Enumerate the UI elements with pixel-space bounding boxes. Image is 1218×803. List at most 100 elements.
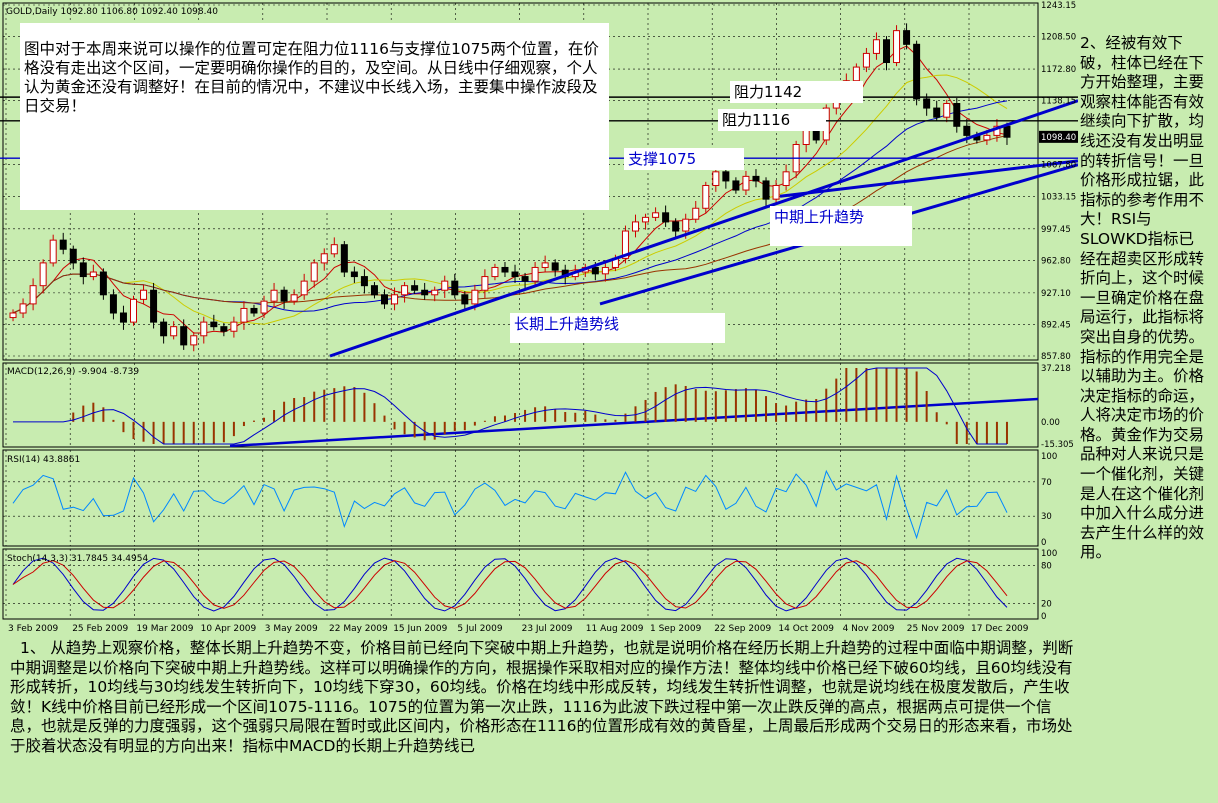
candle-body bbox=[862, 52, 870, 68]
candle-body bbox=[732, 180, 740, 191]
stoch-tick-label: 80 bbox=[1041, 562, 1052, 572]
candle-body bbox=[672, 221, 680, 232]
candle-body bbox=[391, 294, 399, 305]
candle-body bbox=[220, 326, 228, 332]
axis-labels: 3 Feb 2009 25 Feb 2009 19 Mar 2009 10 Apr 2… bbox=[8, 1, 1078, 634]
candle-body bbox=[290, 294, 298, 302]
candle-body bbox=[431, 289, 439, 296]
candle-body bbox=[109, 294, 117, 314]
main-annotation: 图中对于本周来说可以操作的位置可定在阻力位1116与支撑位1075两个位置，在价… bbox=[20, 23, 609, 210]
price-tick-label: 1243.15 bbox=[1041, 1, 1076, 11]
macd-label: MACD(12,26,9) -9.904 -8.739 bbox=[7, 367, 139, 377]
candle-body bbox=[712, 171, 720, 186]
candle-body bbox=[903, 30, 911, 45]
candle-body bbox=[320, 253, 328, 264]
price-tick-label: 962.80 bbox=[1041, 256, 1071, 266]
x-tick-label: 3 May 2009 bbox=[265, 624, 318, 634]
macd-signal-line bbox=[13, 367, 1007, 445]
candle-body bbox=[150, 289, 158, 323]
candle-body bbox=[130, 298, 137, 323]
moving-average-line bbox=[12, 45, 1008, 334]
rsi-tick-label: 100 bbox=[1041, 452, 1057, 462]
x-tick-label: 22 Sep 2009 bbox=[714, 624, 771, 634]
stoch-label: Stoch(14,3,3) 31.7845 34.4954 bbox=[7, 554, 148, 564]
candle-body bbox=[330, 244, 338, 255]
candle-body bbox=[370, 285, 378, 296]
candle-body bbox=[29, 285, 37, 305]
macd-tick-label: -15.305 bbox=[1041, 440, 1074, 450]
price-tick-label: 1067.80 bbox=[1041, 161, 1076, 171]
candle-body bbox=[762, 180, 770, 200]
candle-body bbox=[521, 276, 529, 282]
price-tick-label: 892.45 bbox=[1041, 320, 1071, 330]
candle-body bbox=[451, 280, 459, 296]
candle-body bbox=[421, 289, 429, 296]
macd-trendline bbox=[229, 397, 1039, 448]
candle-body bbox=[300, 280, 308, 296]
candle-body bbox=[642, 216, 650, 223]
candle-body bbox=[250, 307, 258, 314]
candle-body bbox=[1003, 125, 1011, 138]
macd-tick-label: 37.218 bbox=[1041, 364, 1071, 374]
x-tick-label: 23 Jul 2009 bbox=[522, 624, 573, 634]
x-tick-label: 4 Nov 2009 bbox=[843, 624, 895, 634]
candle-body bbox=[933, 107, 941, 118]
x-tick-label: 10 Apr 2009 bbox=[201, 624, 257, 634]
candle-body bbox=[49, 239, 57, 264]
candle-body bbox=[170, 326, 178, 337]
candle-body bbox=[772, 184, 780, 200]
candle-body bbox=[180, 326, 188, 346]
macd-panel bbox=[2, 362, 1039, 448]
price-tick-label: 1172.80 bbox=[1041, 65, 1076, 75]
stoch-k-line bbox=[12, 557, 1008, 612]
stoch-tick-label: 0 bbox=[1041, 612, 1046, 622]
support-1075-label: 支撑1075 bbox=[624, 148, 744, 170]
candle-body bbox=[471, 289, 479, 305]
candle-body bbox=[682, 218, 690, 232]
candle-body bbox=[923, 98, 931, 109]
x-tick-label: 14 Oct 2009 bbox=[778, 624, 834, 634]
candle-body bbox=[983, 134, 991, 141]
candle-body bbox=[883, 39, 890, 64]
long-trend-label: 长期上升趋势线 bbox=[510, 313, 725, 343]
candle-body bbox=[19, 303, 27, 314]
rsi-label: RSI(14) 43.8861 bbox=[7, 455, 80, 465]
candle-body bbox=[511, 271, 519, 278]
long-trendline bbox=[329, 99, 1078, 358]
candle-body bbox=[742, 175, 750, 191]
candle-body bbox=[722, 171, 730, 182]
stoch-tick-label: 20 bbox=[1041, 599, 1052, 609]
symbol-header: GOLD,Daily 1092.80 1106.80 1092.40 1098.… bbox=[6, 7, 218, 17]
rsi-tick-label: 70 bbox=[1041, 478, 1052, 488]
candle-body bbox=[591, 266, 599, 275]
stoch-panel bbox=[2, 548, 1039, 620]
candle-body bbox=[702, 184, 710, 209]
candle-body bbox=[782, 171, 790, 186]
candle-body bbox=[89, 271, 97, 278]
price-tick-label: 997.45 bbox=[1041, 225, 1071, 235]
candle-body bbox=[230, 321, 238, 332]
rsi-series bbox=[3, 469, 1038, 540]
current-price-box bbox=[1039, 130, 1078, 143]
candle-body bbox=[491, 266, 499, 278]
candle-body bbox=[99, 271, 107, 296]
candle-body bbox=[441, 280, 449, 291]
candle-body bbox=[280, 289, 288, 302]
mid-trendline-2 bbox=[779, 159, 1078, 198]
x-tick-label: 3 Feb 2009 bbox=[8, 624, 59, 634]
candle-body bbox=[310, 262, 318, 282]
stoch-tick-label: 100 bbox=[1041, 549, 1057, 559]
price-tick-label: 927.10 bbox=[1041, 289, 1071, 299]
candle-body bbox=[59, 239, 67, 250]
candle-body bbox=[260, 300, 268, 314]
x-tick-label: 5 Jul 2009 bbox=[457, 624, 502, 634]
macd-tick-label: 0.00 bbox=[1041, 418, 1060, 428]
x-tick-label: 1 Sep 2009 bbox=[650, 624, 702, 634]
candle-body bbox=[119, 312, 127, 323]
candle-body bbox=[852, 66, 860, 82]
candle-body bbox=[501, 266, 509, 273]
candle-body bbox=[240, 307, 248, 323]
price-tick-label: 1098.40 bbox=[1041, 133, 1076, 143]
x-tick-label: 17 Dec 2009 bbox=[971, 624, 1029, 634]
candle-body bbox=[913, 43, 921, 100]
